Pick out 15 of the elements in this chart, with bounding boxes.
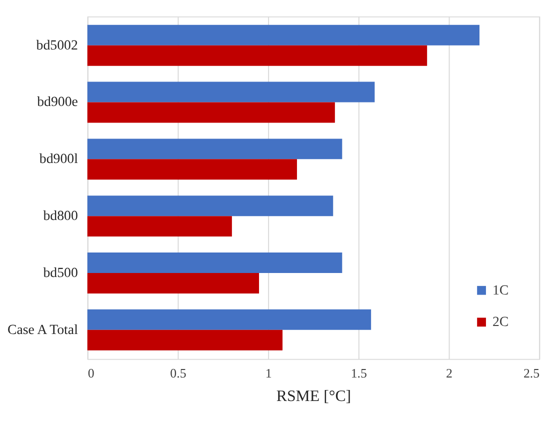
x-tick-label: 1 [265, 366, 272, 380]
y-tick-label: bd800 [43, 209, 78, 224]
y-tick-label: bd5002 [36, 38, 78, 54]
x-axis-title: RSME [°C] [276, 388, 352, 406]
x-tick-label: 0 [88, 366, 94, 380]
y-tick-label: bd500 [43, 266, 78, 281]
y-tick-label: bd900l [39, 152, 78, 168]
legend-label: 1C [492, 283, 509, 298]
y-tick-label: bd900e [37, 95, 78, 110]
x-tick-label: 2.5 [523, 366, 540, 380]
x-tick-label: 1.5 [350, 366, 367, 380]
legend-label: 2C [492, 315, 509, 330]
y-tick-label: Case A Total [7, 322, 78, 338]
x-tick-label: 0.5 [170, 366, 186, 380]
x-tick-label: 2 [446, 366, 452, 380]
